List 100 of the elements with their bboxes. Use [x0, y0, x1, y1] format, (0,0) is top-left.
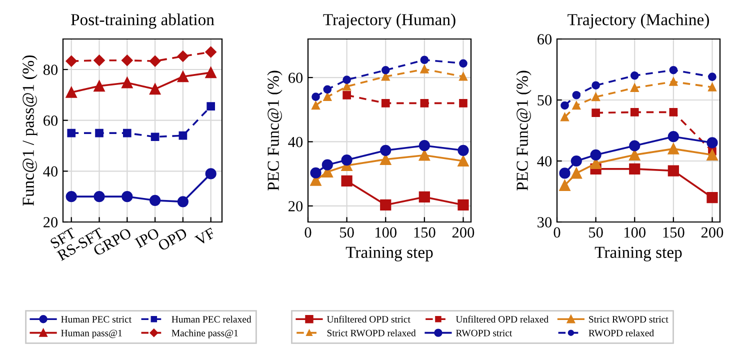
point [459, 59, 468, 68]
legend-label: Strict RWOPD strict [589, 316, 668, 323]
y-tick-label: 40 [537, 156, 552, 166]
point [630, 108, 639, 116]
point [559, 180, 570, 191]
x-tick-label: IPO [134, 228, 160, 248]
x-tick-label: 100 [624, 227, 646, 238]
point [570, 155, 582, 167]
point [572, 90, 581, 100]
point [206, 102, 216, 111]
x-tick-label: 100 [376, 227, 396, 238]
point [418, 140, 430, 152]
legend-label: RWOPD relaxed [588, 329, 654, 336]
y-tick-label: 50 [538, 95, 552, 106]
point [629, 140, 640, 152]
point [381, 66, 390, 74]
legend-label: Machine pass@1 [172, 329, 238, 338]
legend-label: Human PEC relaxed [172, 316, 252, 323]
point [669, 78, 678, 86]
chart-title: Trajectory (Human) [323, 14, 456, 29]
legend-label: Human PEC strict [61, 316, 132, 323]
y-tick-label: 60 [44, 115, 58, 126]
point [418, 191, 430, 203]
y-tick-label: 20 [44, 217, 58, 228]
point [668, 165, 679, 176]
point [323, 85, 332, 94]
point [205, 46, 216, 58]
x-tick-label: VF [194, 228, 216, 246]
x-tick-label: OPD [157, 228, 188, 252]
point [590, 149, 602, 160]
x-tick-label: 0 [304, 227, 312, 238]
y-tick-label: 40 [43, 166, 58, 177]
point [669, 108, 678, 116]
point [380, 199, 392, 211]
point [341, 154, 352, 166]
point [592, 81, 600, 90]
point [630, 71, 639, 80]
point [570, 168, 582, 179]
point [669, 66, 678, 74]
point [149, 56, 161, 67]
point [95, 128, 104, 138]
point [380, 144, 392, 156]
point [706, 137, 718, 148]
point [322, 159, 333, 170]
point [149, 194, 161, 206]
point [418, 150, 430, 161]
y-tick-label: 40 [288, 136, 303, 148]
legend-label: Unfiltered OPD strict [326, 316, 410, 323]
point [66, 56, 77, 67]
point [668, 131, 679, 142]
point [629, 163, 640, 174]
legend-label: Human pass@1 [61, 330, 122, 338]
y-tick-label: 80 [43, 64, 58, 75]
point [560, 101, 569, 110]
y-tick-label: 60 [288, 72, 303, 83]
point [668, 143, 679, 154]
point [706, 149, 718, 160]
point [122, 191, 133, 202]
x-axis-title: Training step [594, 246, 682, 262]
point [150, 132, 160, 142]
point [205, 168, 216, 180]
legend-label: Unfiltered OPD relaxed [456, 316, 548, 323]
point [94, 54, 105, 66]
point [459, 72, 468, 81]
point [381, 99, 390, 108]
point [205, 66, 216, 78]
point [420, 99, 429, 108]
point [177, 50, 189, 62]
chart-title: Trajectory (Machine) [568, 14, 709, 29]
point [323, 92, 332, 101]
y-tick-label: 60 [538, 34, 552, 44]
chart-title: Post-training ablation [71, 14, 214, 29]
x-tick-label: 200 [452, 227, 474, 238]
x-axis-title: Training step [346, 246, 433, 262]
point [458, 155, 469, 167]
point [310, 167, 322, 178]
x-tick-label: 0 [554, 227, 560, 238]
point [420, 56, 429, 64]
point [559, 168, 570, 179]
point [122, 77, 133, 88]
point [67, 128, 76, 138]
point [178, 131, 188, 140]
point [149, 84, 161, 95]
point [708, 72, 716, 81]
point [342, 76, 351, 84]
point [706, 192, 718, 204]
point [122, 54, 133, 66]
x-tick-label: 50 [589, 227, 603, 238]
point [630, 84, 639, 92]
point [94, 191, 105, 202]
x-tick-label: 150 [663, 227, 684, 238]
point [341, 175, 352, 186]
point [177, 196, 189, 208]
point [312, 101, 320, 110]
y-axis-title: Func@1 / pass@1 (%) [22, 55, 38, 206]
y-axis-title: PEC Func@1 (%) [516, 70, 532, 190]
legend-label: Strict RWOPD relaxed [327, 329, 416, 336]
x-tick-label: 200 [701, 227, 724, 238]
point [312, 92, 320, 101]
point [459, 99, 468, 108]
